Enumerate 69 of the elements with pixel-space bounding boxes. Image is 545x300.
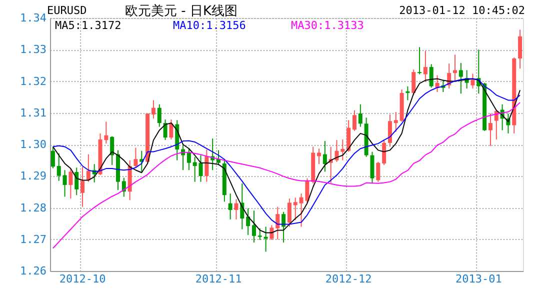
candlestick bbox=[470, 73, 475, 90]
x-tick-label: 2012-12 bbox=[325, 272, 372, 286]
candlestick bbox=[181, 144, 186, 171]
text: MA10:1.3156 bbox=[173, 19, 246, 32]
candlestick bbox=[388, 114, 392, 148]
candlestick bbox=[382, 140, 386, 166]
candlestick bbox=[234, 198, 238, 220]
x-tick-label: 2013-01 bbox=[455, 272, 502, 286]
candlestick bbox=[488, 113, 492, 147]
text: MA5:1.3172 bbox=[55, 19, 122, 32]
candlestick bbox=[276, 206, 280, 240]
candlestick bbox=[50, 146, 55, 169]
candlestick bbox=[86, 154, 90, 182]
candlestick bbox=[74, 167, 79, 196]
candlestick bbox=[282, 211, 286, 244]
candlestick bbox=[163, 119, 168, 141]
candlestick bbox=[228, 193, 232, 220]
candlestick bbox=[287, 198, 292, 228]
y-tick-label: 1.26 bbox=[20, 264, 46, 278]
candlestick bbox=[317, 148, 322, 165]
candlestick bbox=[258, 228, 262, 241]
y-tick-label: 1.31 bbox=[20, 106, 46, 120]
y-tick-label: 1.34 bbox=[20, 12, 47, 24]
candlestick bbox=[453, 54, 458, 82]
candlestick bbox=[346, 120, 351, 152]
candlestick bbox=[394, 111, 398, 132]
candlestick bbox=[376, 161, 380, 182]
y-tick-label: 1.33 bbox=[20, 43, 46, 56]
candlestick bbox=[429, 64, 434, 88]
y-tick-label: 1.29 bbox=[20, 170, 46, 183]
y-tick-label: 1.28 bbox=[20, 201, 46, 214]
candlestick bbox=[423, 50, 428, 82]
candlestick bbox=[192, 156, 197, 182]
candlestick bbox=[246, 208, 250, 236]
candlestick bbox=[198, 154, 203, 182]
candlestick bbox=[151, 100, 156, 120]
candlestick bbox=[518, 29, 522, 70]
chart-title: 欧元美元 - 日K线图 bbox=[125, 3, 238, 19]
candlestick bbox=[418, 46, 422, 75]
candlestick bbox=[110, 136, 114, 166]
candlestick bbox=[157, 104, 162, 128]
candlestick bbox=[186, 148, 191, 171]
text: 2013-01-12 10:45:02 bbox=[399, 4, 525, 17]
candlestick bbox=[169, 119, 174, 140]
candlestick bbox=[68, 168, 73, 200]
candlestick bbox=[62, 170, 67, 198]
candlestick bbox=[458, 62, 463, 94]
candlestick bbox=[370, 151, 374, 184]
candlestick bbox=[252, 210, 256, 244]
candlestick bbox=[80, 166, 85, 208]
candlestick bbox=[358, 104, 362, 128]
line-series bbox=[52, 102, 521, 249]
text: EURUSD bbox=[47, 4, 87, 17]
candlestick bbox=[134, 147, 138, 169]
candlestick bbox=[406, 86, 410, 101]
x-tick-label: 2012-11 bbox=[195, 272, 242, 286]
candlestick bbox=[352, 110, 356, 132]
candlestick bbox=[204, 149, 209, 182]
candlestick bbox=[293, 197, 298, 221]
candlestick bbox=[412, 69, 416, 96]
candlestick bbox=[270, 224, 274, 241]
candlestick bbox=[56, 152, 61, 182]
candlestick bbox=[322, 140, 327, 172]
y-tick-label: 1.30 bbox=[20, 138, 46, 151]
candlestick bbox=[216, 150, 221, 166]
y-tick-label: 1.27 bbox=[20, 232, 46, 246]
text: MA30:1.3133 bbox=[291, 19, 364, 32]
y-tick-label: 1.32 bbox=[20, 74, 46, 88]
x-tick-label: 2012-10 bbox=[59, 272, 106, 286]
